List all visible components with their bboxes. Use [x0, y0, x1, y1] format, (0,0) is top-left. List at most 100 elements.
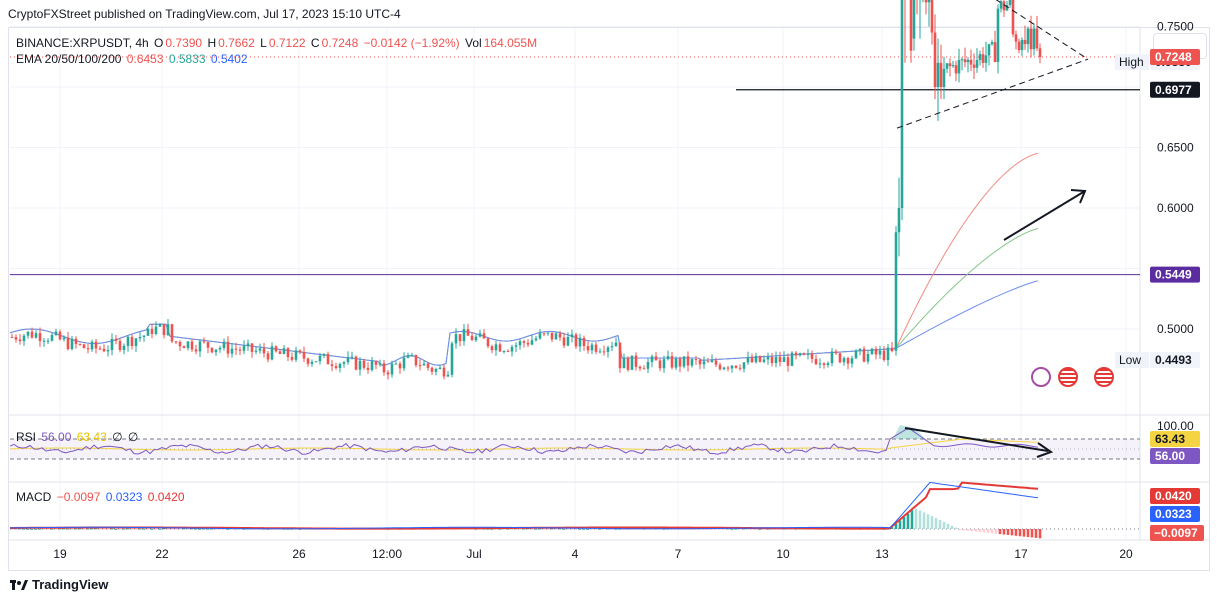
candle-body [526, 342, 530, 345]
macd-histogram-bar [634, 529, 638, 530]
candle-body [502, 351, 506, 353]
candle-body [414, 354, 418, 366]
candle-body [742, 362, 746, 369]
candle-body [830, 351, 834, 364]
candle-body [470, 335, 474, 341]
macd-histogram-bar [702, 529, 706, 530]
candle-body [802, 353, 806, 355]
macd-histogram-bar [738, 529, 742, 530]
candle-body [794, 352, 798, 356]
macd-histogram-bar [790, 529, 794, 530]
candle-body [546, 332, 550, 334]
x-tick-label: 26 [292, 547, 306, 561]
candle-body [322, 353, 326, 356]
candle-body [338, 363, 342, 369]
macd-histogram-bar [778, 529, 782, 530]
low-tag-label-bg [1115, 352, 1149, 368]
ema20-value: 0.6453 [126, 52, 164, 66]
candle-body [666, 356, 670, 360]
macd-histogram-bar [506, 528, 510, 530]
candle-body [478, 333, 482, 337]
candle-body [610, 346, 614, 348]
candle-body [690, 359, 694, 366]
macd-histogram-bar [962, 529, 966, 531]
macd-histogram-bar [162, 528, 166, 530]
candle-body [194, 349, 198, 352]
macd-histogram-bar [498, 528, 502, 530]
candle-body [454, 334, 458, 344]
candle-body [850, 358, 854, 364]
macd-histogram-bar [910, 510, 914, 529]
candle-body [866, 353, 870, 362]
candle-body [1026, 28, 1030, 45]
candle-body [710, 360, 714, 363]
x-tick-label: Jul [466, 547, 481, 561]
macd-histogram-bar [54, 529, 58, 530]
event-us-flag-icon-2[interactable] [1094, 367, 1114, 387]
macd-histogram-bar [82, 529, 86, 530]
macd-histogram-bar [1010, 529, 1014, 536]
macd-histogram-bar [930, 516, 934, 529]
candle-body [682, 356, 686, 367]
candle-body [394, 363, 398, 365]
candle-body [1011, 0, 1015, 35]
rsi-ma-value: 63.43 [76, 430, 107, 444]
candle-body [214, 349, 218, 353]
symbol-label: BINANCE:XRPUSDT, 4h [16, 36, 149, 50]
x-tick-label: 20 [1119, 547, 1133, 561]
candle-body [26, 331, 30, 336]
candle-body [102, 348, 106, 352]
candle-body [948, 63, 952, 67]
macd-histogram-bar [686, 529, 690, 530]
candle-body [1008, 0, 1012, 5]
event-lightning-icon[interactable] [1031, 367, 1051, 387]
macd-histogram-bar [750, 529, 754, 530]
macd-histogram-bar [226, 528, 230, 530]
macd-histogram-bar [146, 529, 150, 530]
macd-histogram-bar [94, 528, 98, 530]
candle-body [278, 351, 282, 355]
candle-body [118, 340, 122, 351]
candle-body [1029, 28, 1033, 50]
candle-body [674, 358, 678, 368]
macd-histogram-bar [542, 529, 546, 530]
tradingview-logo[interactable]: TradingView [10, 577, 108, 592]
change-value: −0.0142 (−1.92%) [363, 36, 460, 50]
candle-body [972, 64, 976, 68]
macd-histogram-bar [554, 529, 558, 530]
tradingview-mark-icon [10, 578, 28, 590]
x-tick-label: 17 [1014, 547, 1028, 561]
candle-body [482, 333, 486, 339]
macd-histogram-bar [986, 529, 990, 533]
candle-body [146, 328, 150, 336]
macd-histogram-bar [274, 529, 278, 530]
x-tick-label: 10 [776, 547, 790, 561]
macd-histogram-bar [230, 529, 234, 530]
candle-body [290, 356, 294, 360]
candle-body [999, 1, 1003, 9]
candle-body [58, 331, 62, 340]
macd-histogram-bar [10, 529, 14, 530]
macd-histogram-bar [622, 529, 626, 530]
candle-body [418, 365, 422, 367]
macd-hist-tag-value: −0.0097 [1154, 526, 1198, 540]
macd-histogram-bar [918, 510, 922, 529]
candle-body [790, 352, 794, 366]
candle-body [969, 59, 973, 65]
macd-histogram-bar [550, 528, 554, 530]
candle-body [334, 366, 338, 369]
candle-body [858, 348, 862, 351]
y-tick-label: 0.5000 [1157, 322, 1194, 336]
low-label: L [260, 36, 267, 50]
candle-body [798, 353, 802, 356]
macd-histogram-bar [746, 529, 750, 530]
rsi-divergence-arrowhead [1036, 442, 1054, 458]
candle-body [86, 348, 90, 350]
macd-histogram-bar [594, 529, 598, 530]
candle-body [662, 359, 666, 369]
candle-body [1020, 39, 1024, 51]
candle-body [38, 333, 42, 342]
event-us-flag-icon[interactable] [1058, 367, 1078, 387]
macd-histogram-bar [258, 529, 262, 530]
